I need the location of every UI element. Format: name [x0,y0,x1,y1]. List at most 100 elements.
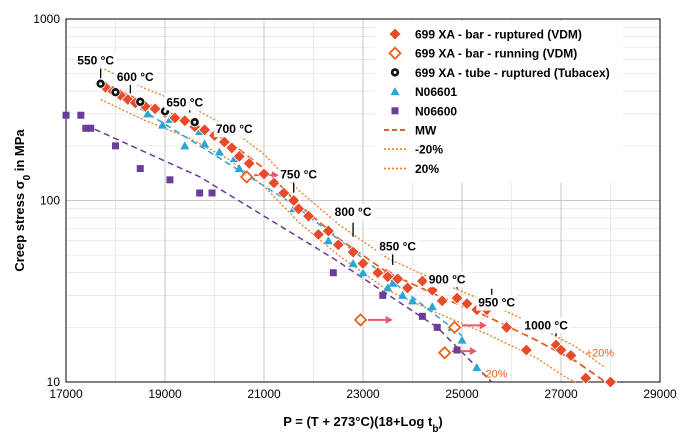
data-point-diamond [400,281,415,295]
data-point-diamond [148,102,162,116]
temperature-label-bg [426,271,468,288]
temperature-label-bg [164,94,206,111]
legend-marker-diamond-open [388,46,402,60]
data-point-triangle [234,164,244,173]
data-point-triangle [358,268,368,277]
data-point-diamond [287,193,301,208]
data-point-triangle [158,120,168,129]
x-tick-label: 25000 [445,387,479,401]
running-arrow-head [479,321,487,330]
legend-label: 20% [415,162,439,176]
x-axis-title-subscript: b [432,424,438,434]
data-point-diamond [435,294,449,308]
data-point-triangle [398,290,408,299]
data-point-diamond [198,123,212,137]
temperature-label-bg [522,317,571,334]
legend-marker-diamond [388,27,402,41]
legend-item: 699 XA - tube - ruptured (Tubacex) [389,66,610,80]
data-point-triangle [214,147,224,156]
data-point-diamond [242,156,256,171]
temperature-label-bg [75,52,117,69]
data-point-square [87,124,95,132]
data-point-diamond [381,270,395,284]
x-axis-title: P = (T + 273°C)(18+Log tb) [283,414,443,434]
data-point-triangle [383,283,393,292]
data-point-diamond [331,238,345,252]
series-diamond-open [239,170,462,360]
legend-label: 699 XA - bar - ruptured (VDM) [415,28,582,42]
data-point-square [62,111,70,119]
temperature-label: 950 °C [478,296,515,310]
temperature-label: 600 °C [117,70,154,84]
legend-item: 699 XA - bar - ruptured (VDM) [388,27,582,42]
series-circle-dot [95,78,200,128]
data-point-diamond-open [447,320,462,335]
data-point-square [453,346,461,354]
data-point-diamond [178,114,192,128]
data-point-diamond [225,141,239,155]
tube-marker-center [114,90,117,94]
tube-marker-center [193,120,197,124]
data-point-diamond [321,224,335,238]
data-point-square [208,189,216,197]
data-point-square [379,291,387,299]
data-point-diamond [450,291,464,305]
y-tick-label: 100 [40,194,60,208]
temperature-label-bg [377,238,419,255]
y-axis-title-main: Creep stress σ [12,180,27,271]
legend-item: N06601 [390,85,457,99]
data-point-square [329,269,337,277]
data-point-square [136,165,144,173]
trend-line-20 [100,98,577,383]
data-point-diamond [277,186,291,200]
legend-item: -20% [384,143,443,157]
data-point-diamond [168,111,182,125]
y-tick-label: 1000 [33,12,60,26]
temperature-label-bg [213,121,256,138]
tube-marker-center [163,109,167,113]
data-point-diamond [301,209,316,223]
data-point-diamond [257,167,271,181]
data-point-square [196,189,204,197]
data-point-circle-dot [135,96,146,107]
legend-item: N06600 [391,104,457,118]
temperature-label-bg [114,69,157,86]
legend-box [375,21,623,183]
data-point-diamond [460,297,474,311]
data-point-square [166,176,174,184]
temperature-label: 850 °C [379,240,416,254]
tube-marker-center [99,82,103,86]
band-label: -20% [482,368,508,380]
legend-marker-triangle [390,87,400,96]
data-point-diamond [425,283,439,297]
y-axis-title-subscript: 0 [22,174,33,180]
data-point-circle-dot [189,117,200,128]
data-point-diamond [232,149,246,163]
legend-label: 699 XA - tube - ruptured (Tubacex) [415,66,610,80]
tube-marker-center [393,70,397,74]
temperature-label: 800 °C [335,205,372,219]
data-point-diamond-open [353,313,368,327]
plot-frame [65,18,661,383]
x-axis-title-end: ) [438,414,442,429]
temperature-label-bg [476,294,518,311]
tube-marker-center [138,100,142,104]
data-point-square [82,124,90,132]
data-point-diamond [554,343,568,357]
temperature-label-bg [278,166,320,183]
legend-item: 20% [384,162,439,176]
legend-label: 699 XA - bar - running (VDM) [415,47,577,61]
running-arrow-head [469,347,477,356]
data-point-square [77,111,85,119]
legend-label: -20% [415,143,443,157]
x-tick-label: 27000 [544,387,578,401]
legend-item: 699 XA - bar - running (VDM) [388,46,577,61]
legend: 699 XA - bar - ruptured (VDM) 699 XA - ba… [375,21,623,183]
data-point-diamond [415,274,429,288]
data-point-diamond [371,266,385,280]
data-point-square [112,142,119,150]
legend-label: MW [415,124,437,138]
data-point-triangle [348,258,358,267]
legend-marker-circle-dot [389,67,400,78]
